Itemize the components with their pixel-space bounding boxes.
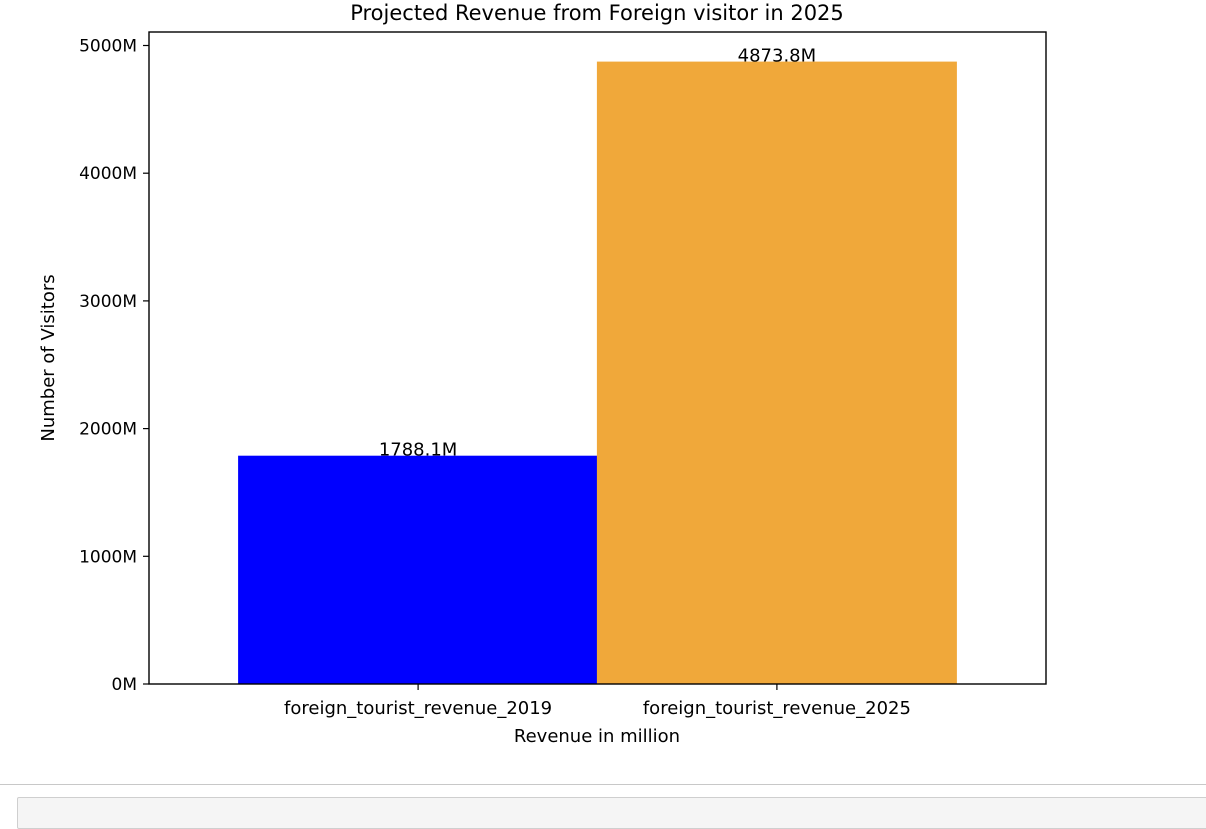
- x-axis-label: Revenue in million: [514, 726, 680, 747]
- bar-labels-layer: 1788.1M 4873.8M: [379, 46, 816, 461]
- y-tick-label-4: 4000M: [79, 164, 137, 184]
- y-axis: 0M 1000M 2000M 3000M 4000M 5000M: [79, 37, 149, 695]
- plot-frame: [148, 31, 1047, 685]
- bar-value-label-0: 1788.1M: [379, 440, 458, 461]
- next-cell-input[interactable]: [17, 797, 1206, 829]
- x-tick-label-0: foreign_tourist_revenue_2019: [284, 698, 552, 719]
- y-tick-label-2: 2000M: [79, 420, 137, 440]
- y-tick-label-0: 0M: [112, 675, 137, 695]
- y-tick-label-3: 3000M: [79, 292, 137, 312]
- chart-title: Projected Revenue from Foreign visitor i…: [350, 1, 844, 25]
- cell-separator: [0, 784, 1206, 785]
- y-tick-label-5: 5000M: [79, 37, 137, 57]
- y-axis-label: Number of Visitors: [38, 274, 59, 441]
- chart: Projected Revenue from Foreign visitor i…: [38, 1, 1047, 747]
- y-tick-label-1: 1000M: [79, 547, 137, 567]
- bar-1: [596, 61, 957, 685]
- x-tick-label-1: foreign_tourist_revenue_2025: [643, 698, 911, 719]
- bar-value-label-1: 4873.8M: [738, 46, 817, 67]
- x-axis: foreign_tourist_revenue_2019 foreign_tour…: [284, 684, 911, 719]
- bars-layer: [238, 61, 957, 685]
- bar-0: [238, 455, 599, 684]
